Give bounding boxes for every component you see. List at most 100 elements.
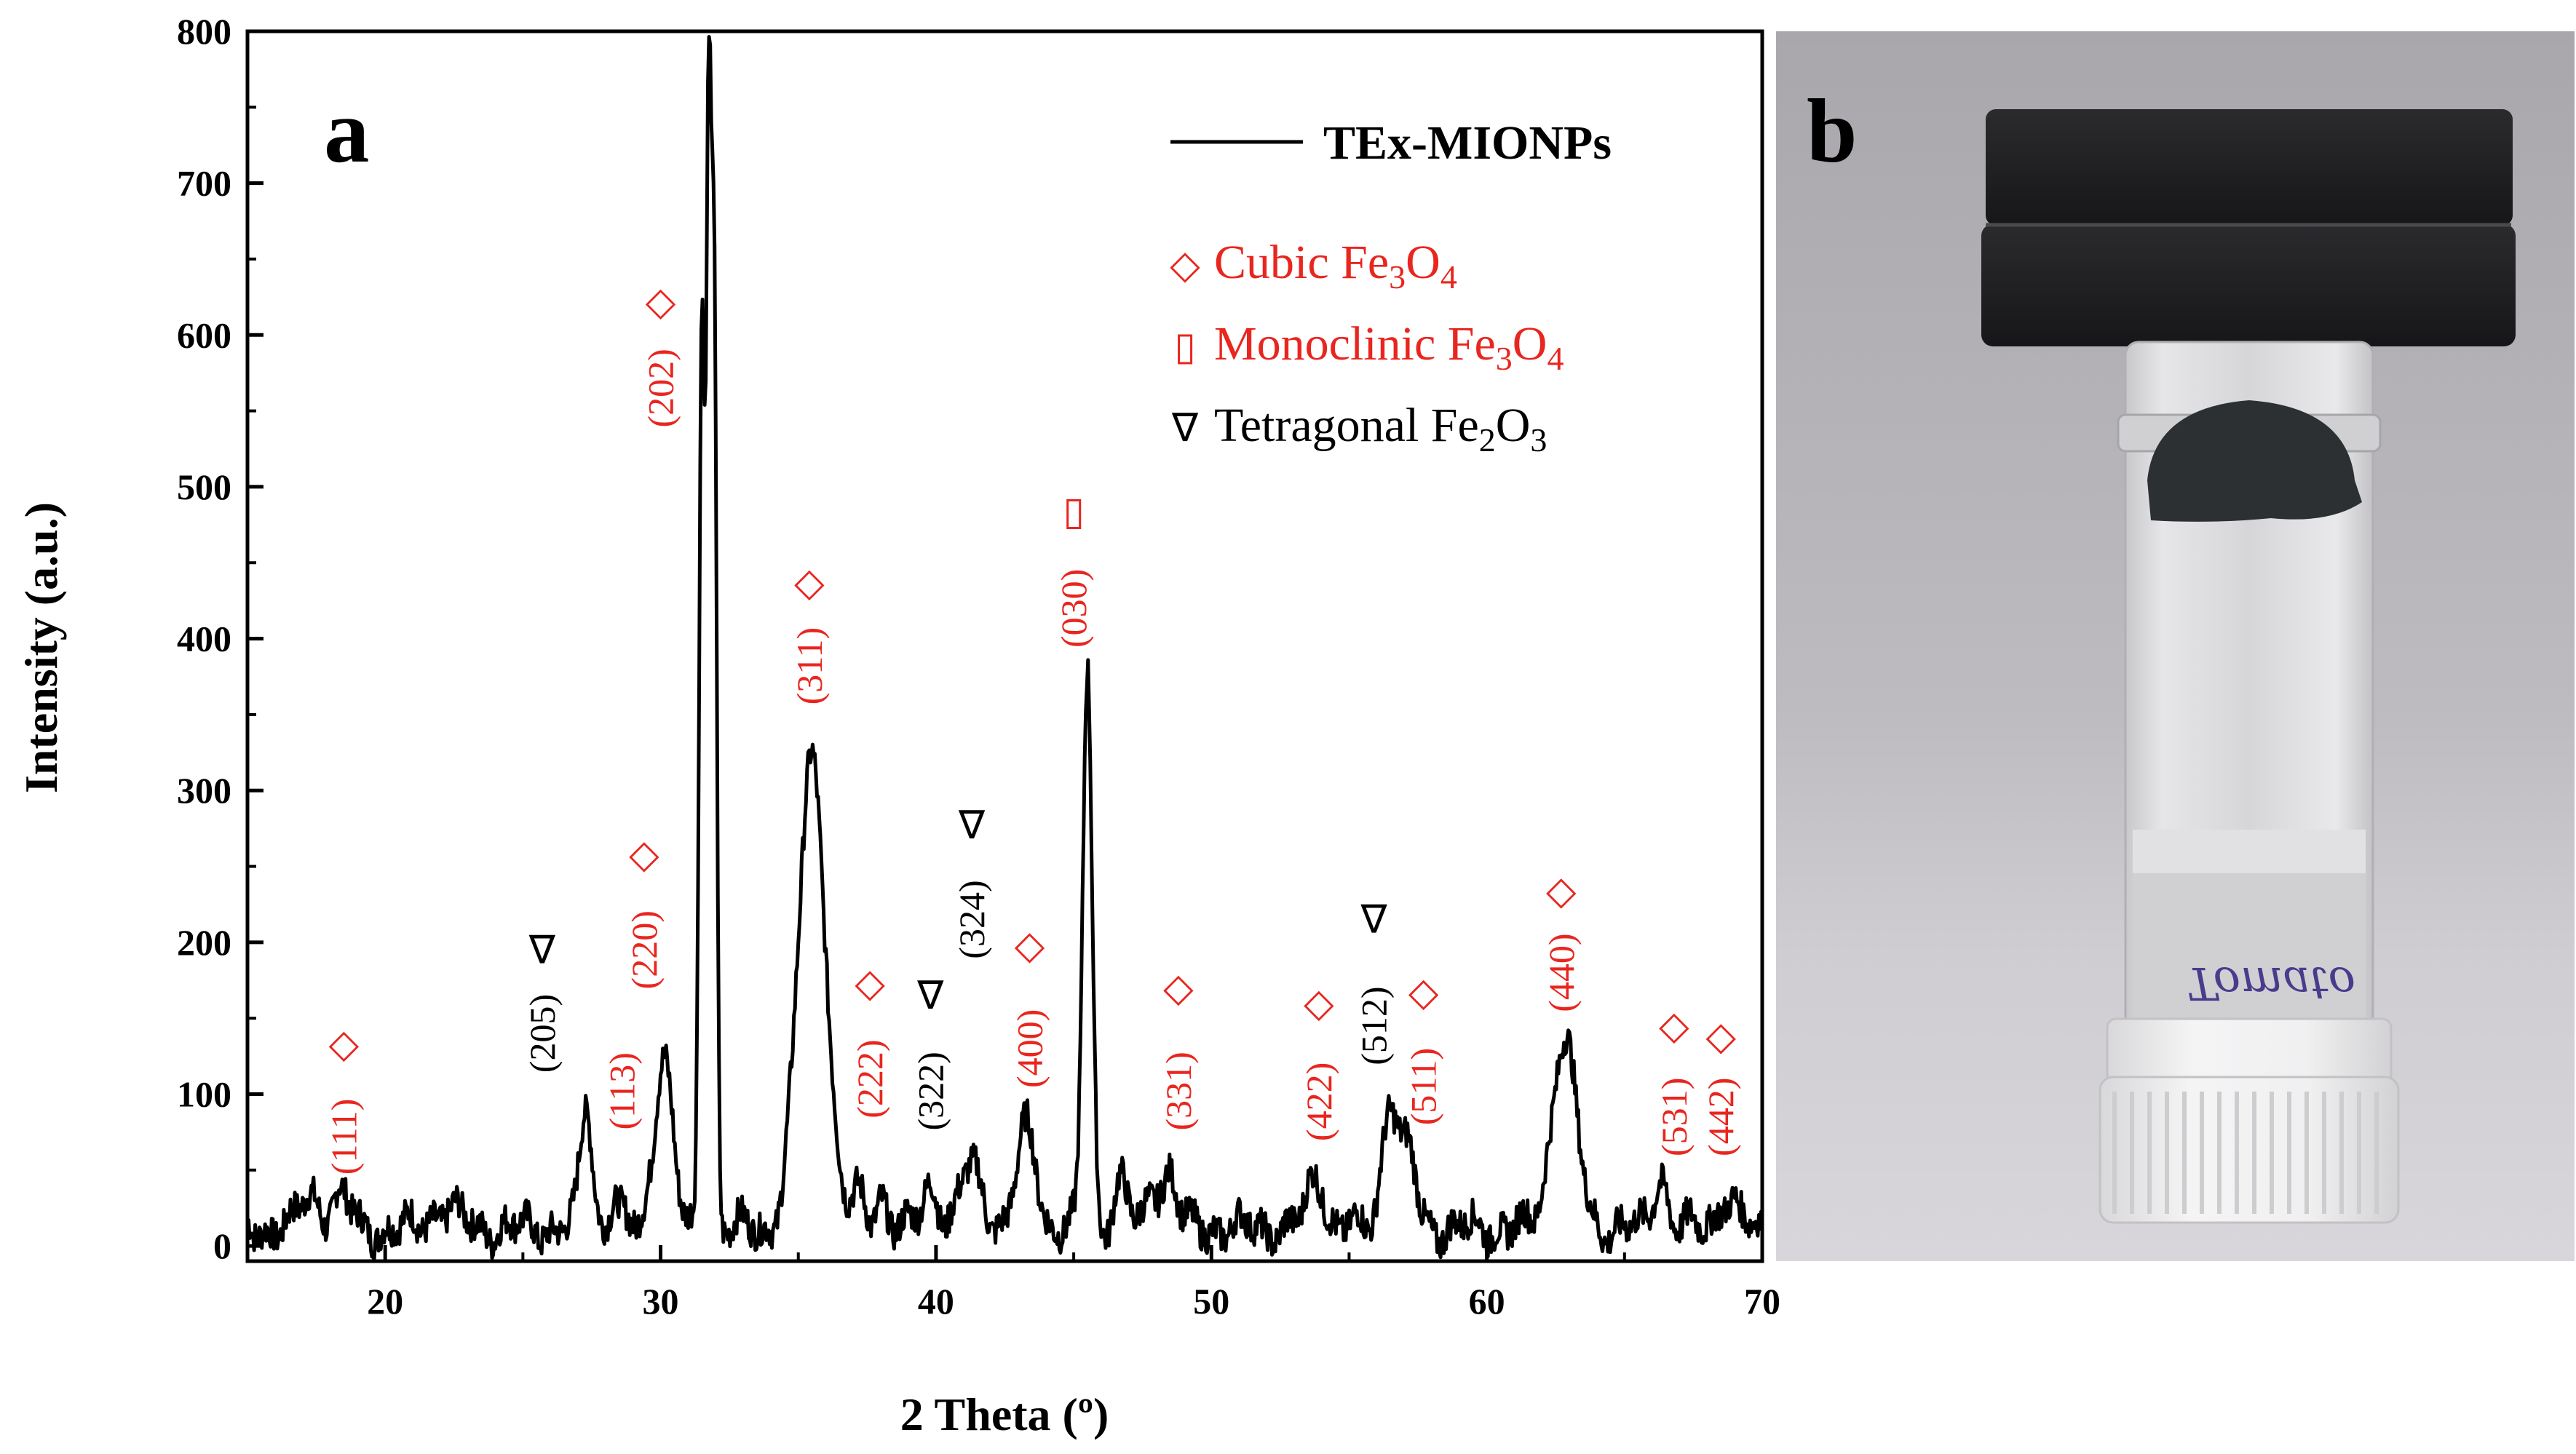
hkl-label: (324) bbox=[951, 880, 992, 958]
phase-marker: ∇ bbox=[958, 802, 986, 848]
hkl-label: (422) bbox=[1299, 1062, 1339, 1141]
phase-marker: ∇ bbox=[916, 972, 944, 1018]
hkl-label: (512) bbox=[1354, 986, 1395, 1065]
phase-marker: ◇ bbox=[794, 559, 825, 605]
phase-marker: ◇ bbox=[1304, 980, 1334, 1025]
peak-annotation-030: (030) ▯ bbox=[1053, 488, 1094, 648]
peak-annotation-512: (512) ∇ bbox=[1354, 897, 1395, 1065]
y-tick-label-500: 500 bbox=[177, 466, 231, 507]
legend: TEx-MIONPs ◇ Cubic Fe3O4▯ Monoclinic Fe3O4… bbox=[1170, 116, 1612, 458]
legend-phase-2: ∇ Tetragonal Fe2O3 bbox=[1171, 399, 1547, 458]
phase-marker: ∇ bbox=[528, 926, 556, 972]
phase-marker: ◇ bbox=[1546, 867, 1577, 913]
x-tick-label-50: 50 bbox=[1193, 1281, 1229, 1322]
x-tick-label-30: 30 bbox=[643, 1281, 679, 1322]
legend-phase-sub2: 4 bbox=[1547, 340, 1564, 377]
peak-annotation-400: (400) ◇ bbox=[1010, 922, 1050, 1088]
y-tick-label-700: 700 bbox=[177, 163, 231, 204]
y-axis-title: Intensity (a.u.) bbox=[15, 502, 67, 793]
y-axis-tick-labels: 0 100 200 300 400 500 600 700 800 bbox=[177, 11, 231, 1266]
peak-annotation-113: (113) bbox=[602, 1052, 643, 1129]
legend-phase-entries: ◇ Cubic Fe3O4▯ Monoclinic Fe3O4∇ Tetragonal… bbox=[1170, 236, 1564, 458]
phase-marker: ◇ bbox=[629, 831, 659, 877]
hkl-label: (440) bbox=[1541, 933, 1582, 1012]
legend-phase-sub2: 4 bbox=[1440, 258, 1457, 295]
y-axis-ticks bbox=[247, 29, 263, 1248]
peak-annotation-220: (220) ◇ bbox=[624, 831, 665, 990]
legend-phase-sub1: 2 bbox=[1479, 421, 1496, 458]
legend-phase-sub2: 3 bbox=[1530, 421, 1547, 458]
legend-phase-0: ◇ Cubic Fe3O4 bbox=[1170, 236, 1457, 295]
legend-phase-label: Monoclinic Fe3O4 bbox=[1214, 317, 1564, 377]
x-axis-title: 2 Theta (º) bbox=[900, 1389, 1109, 1440]
x-tick-label-20: 20 bbox=[367, 1281, 403, 1322]
peak-annotation-331: (331) ◇ bbox=[1158, 964, 1199, 1130]
peak-annotation-324: (324) ∇ bbox=[951, 802, 992, 959]
hkl-label: (511) bbox=[1403, 1048, 1444, 1125]
legend-phase-label: Tetragonal Fe2O3 bbox=[1214, 399, 1547, 458]
hkl-label: (113) bbox=[602, 1052, 643, 1129]
hkl-label: (222) bbox=[849, 1039, 890, 1118]
legend-phase-sub1: 3 bbox=[1496, 340, 1513, 377]
peak-annotation-531: (531) ◇ bbox=[1654, 1003, 1695, 1156]
legend-phase-1: ▯ Monoclinic Fe3O4 bbox=[1174, 317, 1564, 377]
peak-annotation-422: (422) ◇ bbox=[1299, 980, 1339, 1141]
hkl-label: (202) bbox=[641, 349, 681, 427]
hkl-label: (322) bbox=[910, 1052, 951, 1130]
peak-annotation-202: (202) ◇ bbox=[641, 278, 681, 427]
y-tick-label-800: 800 bbox=[177, 11, 231, 52]
y-tick-label-600: 600 bbox=[177, 314, 231, 355]
x-tick-label-40: 40 bbox=[918, 1281, 954, 1322]
panel-label-b: b bbox=[1807, 82, 1858, 182]
peak-annotation-442: (442) ◇ bbox=[1700, 1013, 1741, 1156]
panel-label-a: a bbox=[324, 82, 370, 182]
phase-marker: ◇ bbox=[1705, 1013, 1736, 1059]
y-tick-label-400: 400 bbox=[177, 619, 231, 659]
peak-annotation-322: (322) ∇ bbox=[910, 972, 951, 1131]
hkl-label: (030) bbox=[1053, 569, 1094, 648]
hkl-label: (400) bbox=[1010, 1009, 1050, 1088]
series-line-tex-mionps bbox=[249, 35, 1761, 1260]
hkl-label: (442) bbox=[1700, 1078, 1741, 1156]
x-axis-ticks bbox=[246, 1245, 1764, 1261]
phase-marker: ◇ bbox=[1015, 922, 1045, 968]
legend-phase-mid: O bbox=[1496, 399, 1531, 452]
x-axis-tick-labels: 20 30 40 50 60 70 bbox=[367, 1281, 1780, 1322]
peak-annotations: (111)◇ (205)∇(113)(220)◇(202)◇(311)◇(222)… bbox=[323, 278, 1741, 1175]
peak-annotation-511: (511) ◇ bbox=[1403, 969, 1444, 1126]
xrd-chart-panel: 0 100 200 300 400 500 600 700 800 20 30 40 50 60 70 (… bbox=[15, 11, 1780, 1440]
magnet-bottom-block bbox=[1981, 224, 2516, 346]
legend-phase-marker: ◇ bbox=[1170, 242, 1200, 287]
legend-phase-text: Monoclinic Fe bbox=[1214, 317, 1496, 370]
legend-phase-marker: ▯ bbox=[1174, 323, 1196, 369]
hkl-label: (531) bbox=[1654, 1078, 1695, 1156]
phase-marker: ◇ bbox=[855, 960, 885, 1006]
plot-frame bbox=[245, 29, 1764, 1263]
hkl-label: (205) bbox=[522, 994, 563, 1073]
phase-marker: ◇ bbox=[1659, 1003, 1689, 1049]
tube-label-text: Tomato bbox=[2187, 957, 2355, 1010]
y-tick-label-200: 200 bbox=[177, 922, 231, 963]
phase-marker: ◇ bbox=[329, 1021, 360, 1067]
legend-series-label: TEx-MIONPs bbox=[1323, 116, 1612, 170]
peak-annotation-205: (205) ∇ bbox=[522, 926, 563, 1073]
y-tick-label-0: 0 bbox=[213, 1225, 231, 1266]
hkl-label: (311) bbox=[789, 627, 830, 704]
legend-phase-text: Cubic Fe bbox=[1214, 236, 1389, 289]
peak-annotation-111: (111) ◇ bbox=[323, 1021, 364, 1175]
peak-annotation-440: (440) ◇ bbox=[1541, 867, 1582, 1012]
y-tick-label-300: 300 bbox=[177, 770, 231, 811]
peak-annotation-222: (222) ◇ bbox=[849, 960, 890, 1119]
legend-phase-mid: O bbox=[1406, 236, 1440, 289]
legend-phase-label: Cubic Fe3O4 bbox=[1214, 236, 1457, 295]
tube-cap-upper bbox=[2106, 1017, 2393, 1086]
hkl-label: (111) bbox=[323, 1099, 364, 1175]
legend-phase-marker: ∇ bbox=[1171, 405, 1199, 450]
y-tick-label-100: 100 bbox=[177, 1073, 231, 1114]
phase-marker: ◇ bbox=[646, 278, 676, 324]
photo-panel: Tomato b bbox=[1776, 31, 2575, 1261]
hkl-label: (331) bbox=[1158, 1052, 1199, 1130]
peak-annotation-311: (311) ◇ bbox=[789, 559, 830, 704]
legend-phase-mid: O bbox=[1513, 317, 1547, 370]
